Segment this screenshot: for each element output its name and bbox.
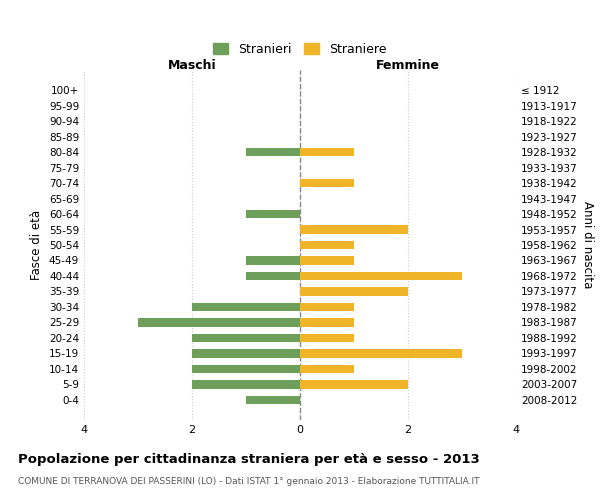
Bar: [300, 349, 462, 358]
Bar: [300, 318, 354, 326]
Bar: [192, 364, 300, 373]
Bar: [300, 240, 354, 250]
Legend: Stranieri, Straniere: Stranieri, Straniere: [208, 38, 392, 60]
Bar: [300, 148, 354, 156]
Bar: [192, 349, 300, 358]
Bar: [300, 364, 354, 373]
Bar: [246, 210, 300, 218]
Bar: [300, 179, 354, 188]
Y-axis label: Anni di nascita: Anni di nascita: [581, 202, 594, 288]
Text: Femmine: Femmine: [376, 58, 440, 71]
Bar: [246, 148, 300, 156]
Text: Popolazione per cittadinanza straniera per età e sesso - 2013: Popolazione per cittadinanza straniera p…: [18, 452, 480, 466]
Bar: [138, 318, 300, 326]
Bar: [300, 256, 354, 264]
Bar: [300, 226, 408, 234]
Bar: [192, 302, 300, 311]
Bar: [300, 272, 462, 280]
Bar: [192, 380, 300, 388]
Bar: [246, 256, 300, 264]
Bar: [300, 380, 408, 388]
Text: Maschi: Maschi: [167, 58, 217, 71]
Bar: [300, 302, 354, 311]
Bar: [300, 334, 354, 342]
Bar: [246, 396, 300, 404]
Bar: [246, 272, 300, 280]
Bar: [300, 287, 408, 296]
Text: COMUNE DI TERRANOVA DEI PASSERINI (LO) - Dati ISTAT 1° gennaio 2013 - Elaborazio: COMUNE DI TERRANOVA DEI PASSERINI (LO) -…: [18, 478, 479, 486]
Bar: [192, 334, 300, 342]
Y-axis label: Fasce di età: Fasce di età: [31, 210, 43, 280]
